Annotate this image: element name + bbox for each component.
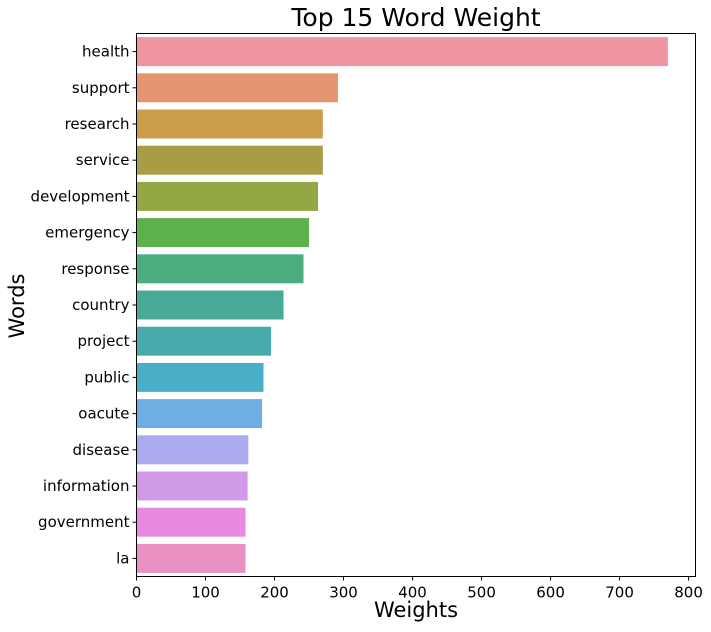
- x-ticks-group: 0 100 200 300 400 500 600 700 800: [132, 576, 703, 602]
- x-tick-label: 700: [605, 584, 634, 602]
- y-tick-label: disease: [73, 441, 130, 459]
- bar-oacute: [136, 399, 263, 429]
- y-tick-label: response: [61, 260, 129, 278]
- bar-emergency: [136, 218, 310, 248]
- bar-service: [136, 145, 323, 175]
- x-tick-label: 600: [536, 584, 565, 602]
- bar-response: [136, 254, 304, 284]
- y-tick-label: oacute: [78, 405, 129, 423]
- y-tick-label: development: [31, 187, 130, 205]
- bar-information: [136, 471, 248, 501]
- x-axis-label: Weights: [374, 598, 458, 622]
- x-tick-label: 800: [674, 584, 703, 602]
- bar-project: [136, 326, 272, 356]
- x-tick-label: 100: [191, 584, 220, 602]
- bar-disease: [136, 435, 249, 465]
- y-tick-label: country: [72, 296, 129, 314]
- bars-group: [136, 37, 668, 573]
- bar-health: [136, 37, 668, 67]
- bar-development: [136, 181, 319, 211]
- bar-country: [136, 290, 284, 320]
- x-tick-label: 400: [398, 584, 427, 602]
- y-tick-label: health: [82, 43, 129, 61]
- y-tick-label: la: [116, 549, 129, 567]
- y-ticks-group: health support research service development e…: [31, 43, 137, 567]
- chart-title: Top 15 Word Weight: [290, 3, 540, 32]
- y-tick-label: support: [72, 79, 130, 97]
- plot-frame: [136, 33, 696, 577]
- bar-support: [136, 73, 339, 103]
- bar-la: [136, 543, 246, 573]
- y-tick-label: emergency: [45, 224, 129, 242]
- x-tick-label: 500: [467, 584, 496, 602]
- y-tick-label: research: [65, 115, 130, 133]
- y-tick-label: government: [38, 513, 130, 531]
- bar-research: [136, 109, 323, 139]
- x-tick-label: 0: [132, 584, 142, 602]
- y-tick-label: public: [84, 368, 129, 386]
- x-tick-label: 200: [260, 584, 289, 602]
- y-axis-label: Words: [5, 274, 29, 339]
- bar-public: [136, 362, 264, 392]
- y-tick-label: project: [77, 332, 129, 350]
- bar-government: [136, 507, 246, 537]
- y-tick-label: information: [43, 477, 130, 495]
- x-tick-label: 300: [329, 584, 358, 602]
- y-tick-label: service: [76, 151, 130, 169]
